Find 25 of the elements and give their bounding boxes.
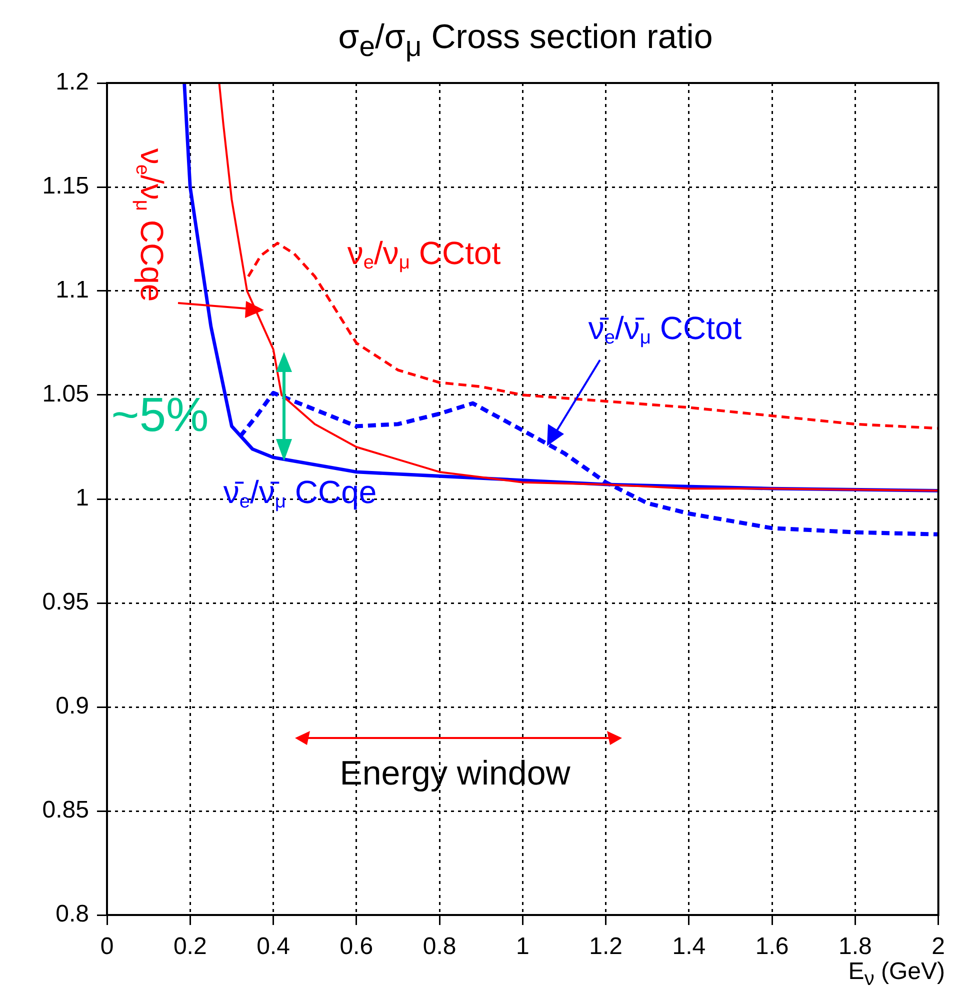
x-tick-label: 1.2 <box>589 933 622 960</box>
x-tick-label: 1 <box>516 933 530 960</box>
x-tick-label: 1.4 <box>672 933 706 960</box>
y-tick-label: 1.15 <box>42 172 89 200</box>
x-tick-label: 1.6 <box>755 933 789 960</box>
annotation: ~5% <box>111 389 209 442</box>
y-tick-label: 1.2 <box>56 68 89 96</box>
chart-title: σ$_{e}$/σ$_{μ}$ Cross section ratio <box>337 18 714 64</box>
x-tick-label: 2 <box>932 933 946 960</box>
y-tick-label: 0.95 <box>42 588 89 616</box>
y-tick-label: 1.1 <box>56 276 89 304</box>
y-tick-label: 0.8 <box>56 900 89 928</box>
annotation: Energy window <box>340 754 571 792</box>
x-tick-label: 0.2 <box>173 933 207 960</box>
x-axis-title: E$_{ν}$ (GeV) <box>848 958 945 990</box>
x-tick-label: 0.4 <box>256 933 290 960</box>
text: νe/νμ CCqe <box>132 148 170 302</box>
y-tick-label: 0.85 <box>42 796 89 824</box>
y-tick-label: 0.9 <box>56 692 89 720</box>
x-tick-label: 0.6 <box>340 933 374 960</box>
x-tick-label: 0.8 <box>422 933 456 960</box>
y-tick-label: 1.05 <box>42 380 89 408</box>
x-tick-label: 0 <box>100 933 114 960</box>
x-tick-label: 1.8 <box>838 933 872 960</box>
y-tick-label: 1 <box>76 484 89 512</box>
